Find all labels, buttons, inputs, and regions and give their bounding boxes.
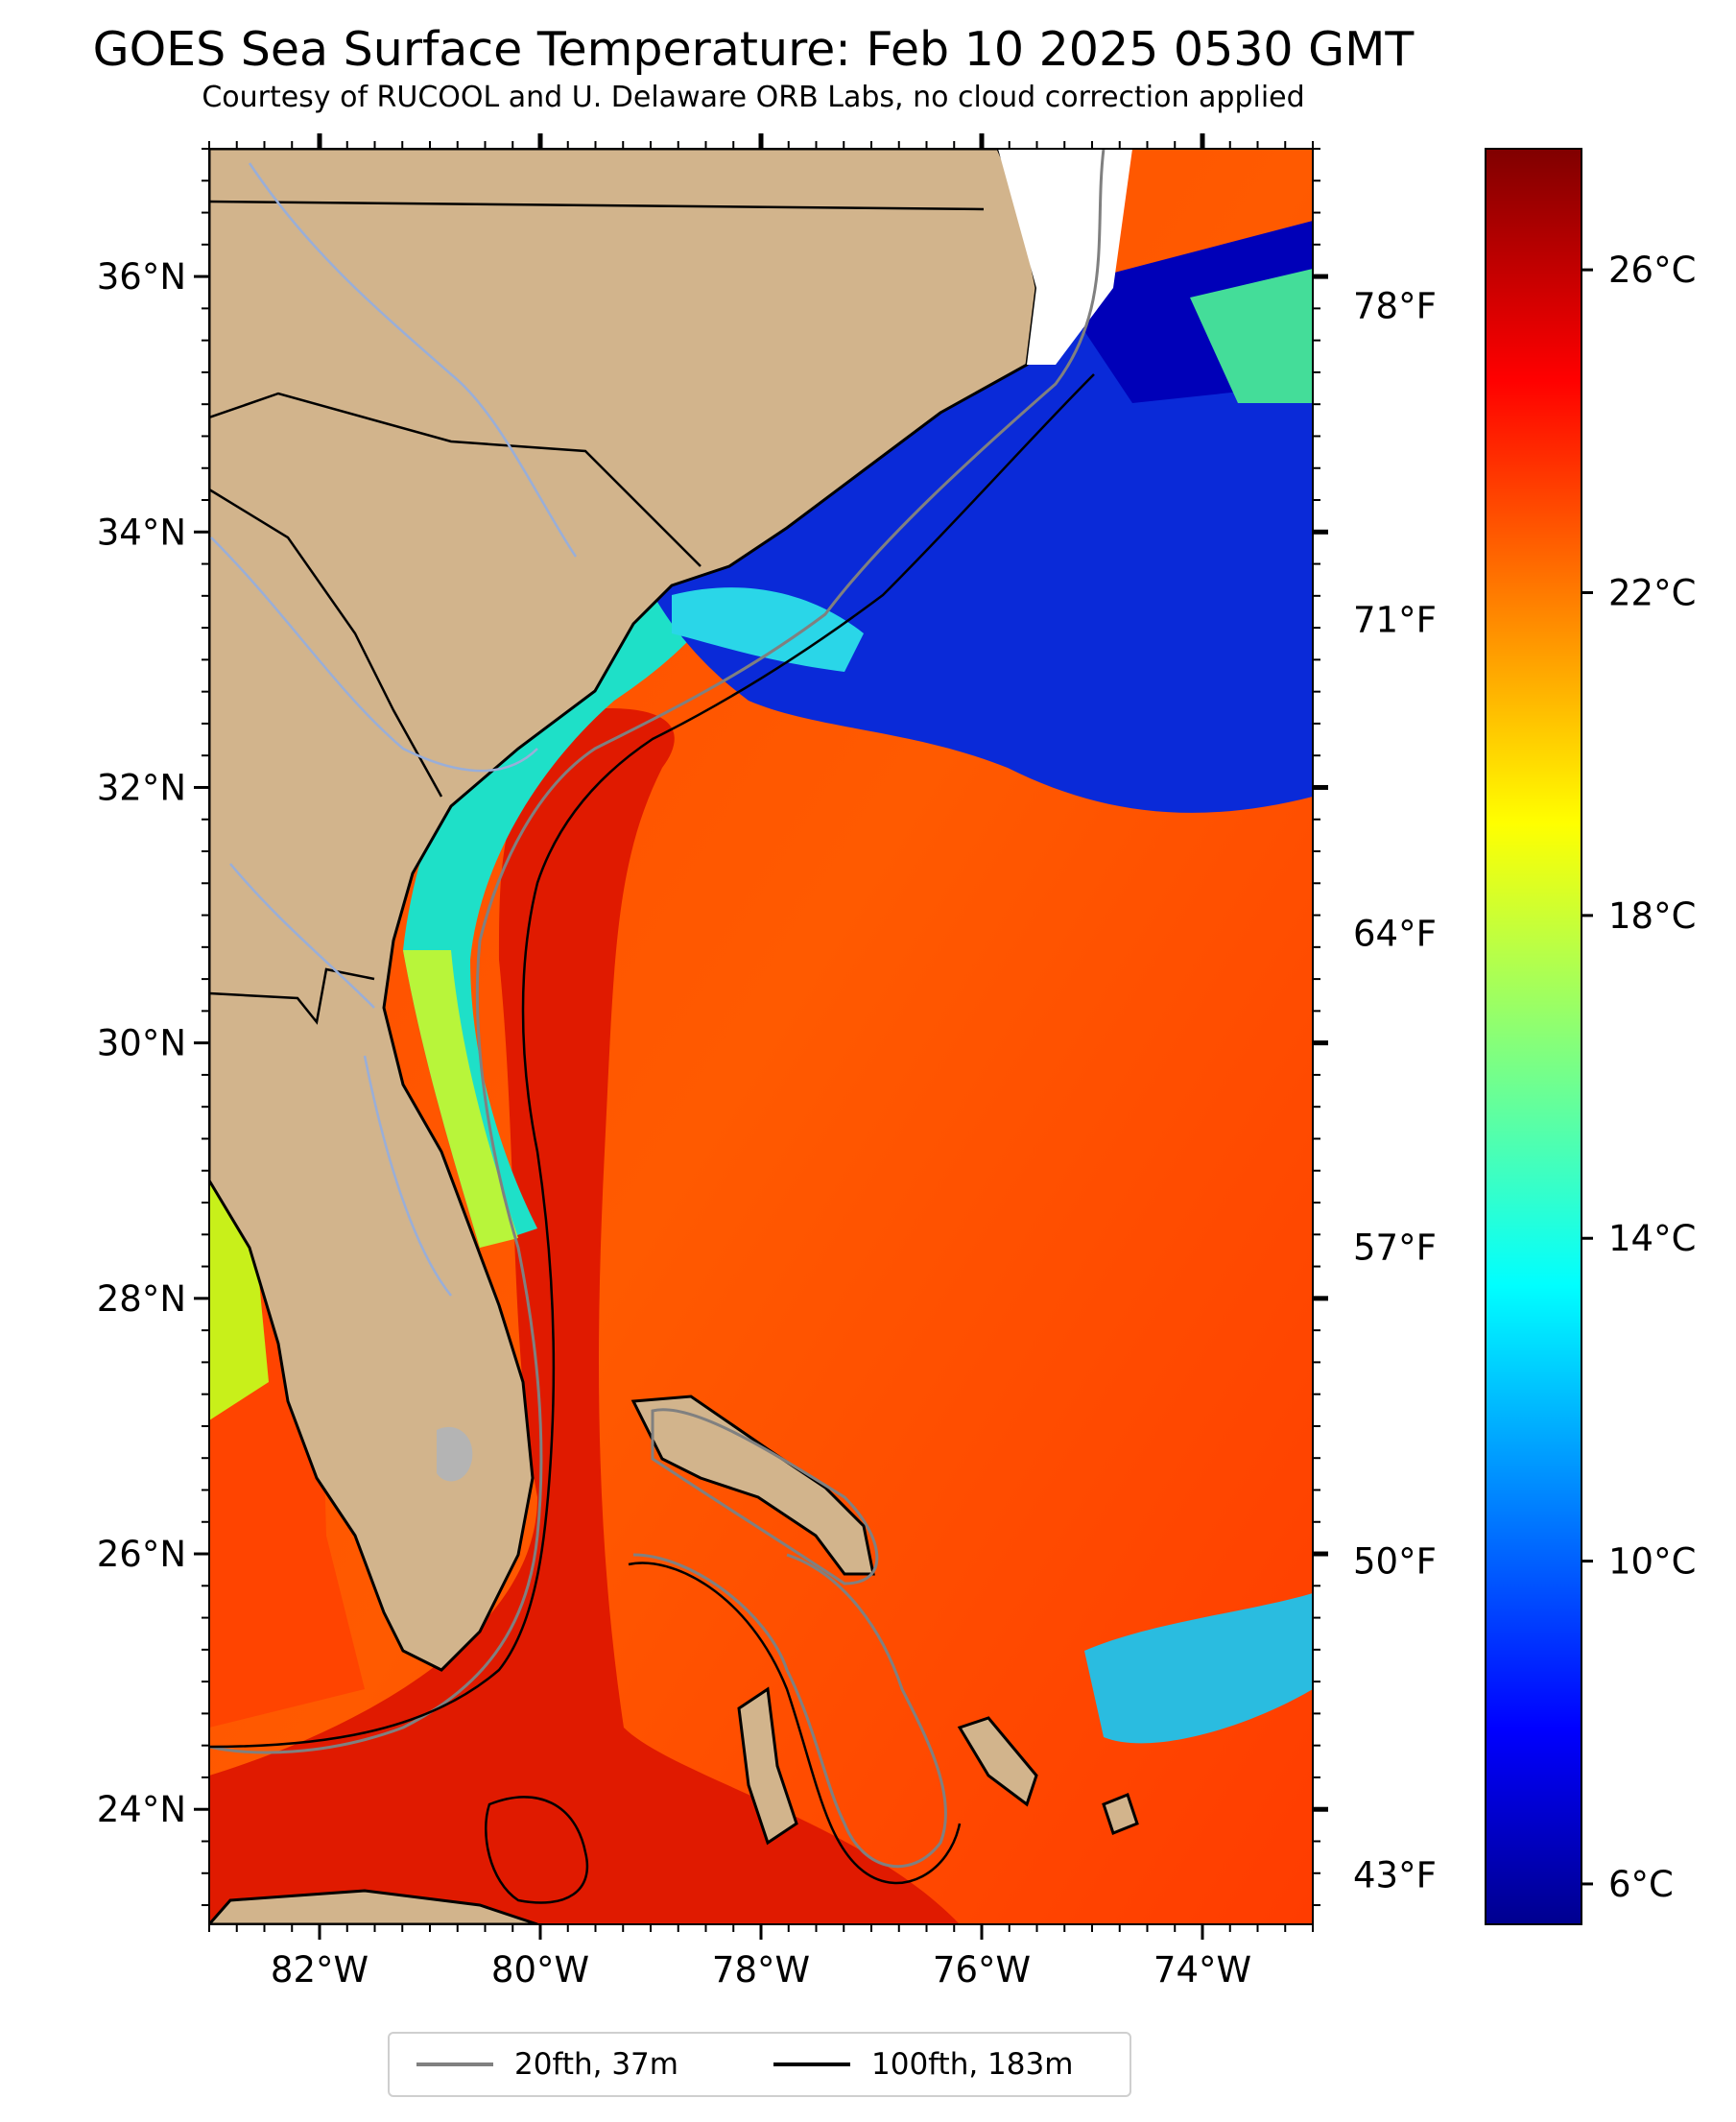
colorbar-tick-label: 18°C xyxy=(1608,895,1696,937)
cold-water-mass xyxy=(643,269,1313,813)
lat-tick-label: 36°N xyxy=(97,256,186,298)
lon-tick-label: 82°W xyxy=(271,1949,369,1991)
legend-line-20fth xyxy=(416,2062,493,2066)
latitude-axis-left: 36°N 34°N 32°N 30°N 28°N 26°N 24°N xyxy=(97,256,209,1830)
isobath-legend: 20fth, 37m 100fth, 183m xyxy=(388,2032,1131,2097)
lat-tick-label: 26°N xyxy=(97,1534,186,1575)
river xyxy=(210,536,538,773)
legend-label-20fth: 20fth, 37m xyxy=(514,2047,678,2082)
cuba-coast xyxy=(209,1889,538,1924)
colorbar-tick-label: 26°C xyxy=(1608,250,1696,291)
lat-tick-label: 24°N xyxy=(97,1789,186,1830)
southeast-us-land xyxy=(209,149,1038,1672)
eleuthera-island xyxy=(957,1716,1038,1807)
lon-tick-label: 76°W xyxy=(933,1949,1031,1991)
colorbar-tick-label: 6°C xyxy=(1608,1864,1674,1905)
fahrenheit-tick-label: 78°F xyxy=(1353,286,1437,327)
map-title: GOES Sea Surface Temperature: Feb 10 202… xyxy=(92,22,1415,77)
lon-tick-label: 78°W xyxy=(712,1949,810,1991)
colorbar-axis: 26°C 22°C 18°C 14°C 10°C 6°C xyxy=(1581,250,1696,1905)
state-border-va-nc xyxy=(209,200,985,211)
cat-island xyxy=(1102,1793,1139,1835)
shelf-cool-patch xyxy=(672,587,864,672)
state-border-sc-ga xyxy=(209,488,443,798)
legend-item-20fth: 20fth, 37m xyxy=(416,2034,678,2095)
andros-island xyxy=(737,1686,798,1846)
gulf-stream-core xyxy=(209,708,960,1924)
longitude-axis-bottom: 82°W 80°W 78°W 76°W 74°W xyxy=(271,1924,1251,1991)
river xyxy=(363,1055,452,1297)
isobath-20fth xyxy=(209,149,1106,1754)
state-border-nc-sc xyxy=(209,392,702,567)
legend-item-100fth: 100fth, 183m xyxy=(773,2034,1073,2095)
isobath-20fth-bahama-bank xyxy=(651,1408,879,1586)
mid-water-north xyxy=(1190,269,1313,403)
colorbar xyxy=(1485,148,1582,1925)
grand-bahama-island xyxy=(630,1395,875,1576)
lat-tick-label: 28°N xyxy=(97,1278,186,1320)
fahrenheit-tick-label: 71°F xyxy=(1353,600,1437,641)
colorbar-tick-label: 22°C xyxy=(1608,573,1696,614)
fahrenheit-tick-label: 43°F xyxy=(1353,1855,1437,1896)
legend-line-100fth xyxy=(773,2062,850,2066)
lon-tick-label: 80°W xyxy=(491,1949,589,1991)
fahrenheit-axis: 78°F 71°F 64°F 57°F 50°F 43°F xyxy=(1353,286,1437,1896)
no-data-region xyxy=(998,149,1132,365)
cool-water-patch xyxy=(1084,1593,1313,1744)
isobath-100fth-cay-sal xyxy=(485,1796,589,1904)
isobath-100fth-bahamas xyxy=(628,1562,962,1885)
map-subtitle: Courtesy of RUCOOL and U. Delaware ORB L… xyxy=(202,81,1305,114)
minor-ticks xyxy=(202,141,1320,1932)
fahrenheit-tick-label: 50°F xyxy=(1353,1541,1437,1583)
sst-map xyxy=(209,149,1313,1924)
colorbar-tick-label: 10°C xyxy=(1608,1541,1696,1583)
fahrenheit-tick-label: 57°F xyxy=(1353,1228,1437,1269)
lake-okeechobee xyxy=(437,1426,473,1482)
state-border-ga-fl xyxy=(209,967,375,1025)
river xyxy=(229,863,375,1009)
river xyxy=(248,162,578,558)
colorbar-tick-label: 14°C xyxy=(1608,1218,1696,1259)
lat-tick-label: 34°N xyxy=(97,512,186,553)
isobath-100fth xyxy=(209,373,1095,1749)
lon-tick-label: 74°W xyxy=(1153,1949,1251,1991)
legend-label-100fth: 100fth, 183m xyxy=(871,2047,1074,2082)
fahrenheit-tick-label: 64°F xyxy=(1353,914,1437,955)
shelf-water-mild xyxy=(403,950,518,1248)
lat-tick-label: 30°N xyxy=(97,1023,186,1064)
lat-tick-label: 32°N xyxy=(97,767,186,808)
isobath-20fth-great-bahama-bank xyxy=(632,1553,947,1869)
